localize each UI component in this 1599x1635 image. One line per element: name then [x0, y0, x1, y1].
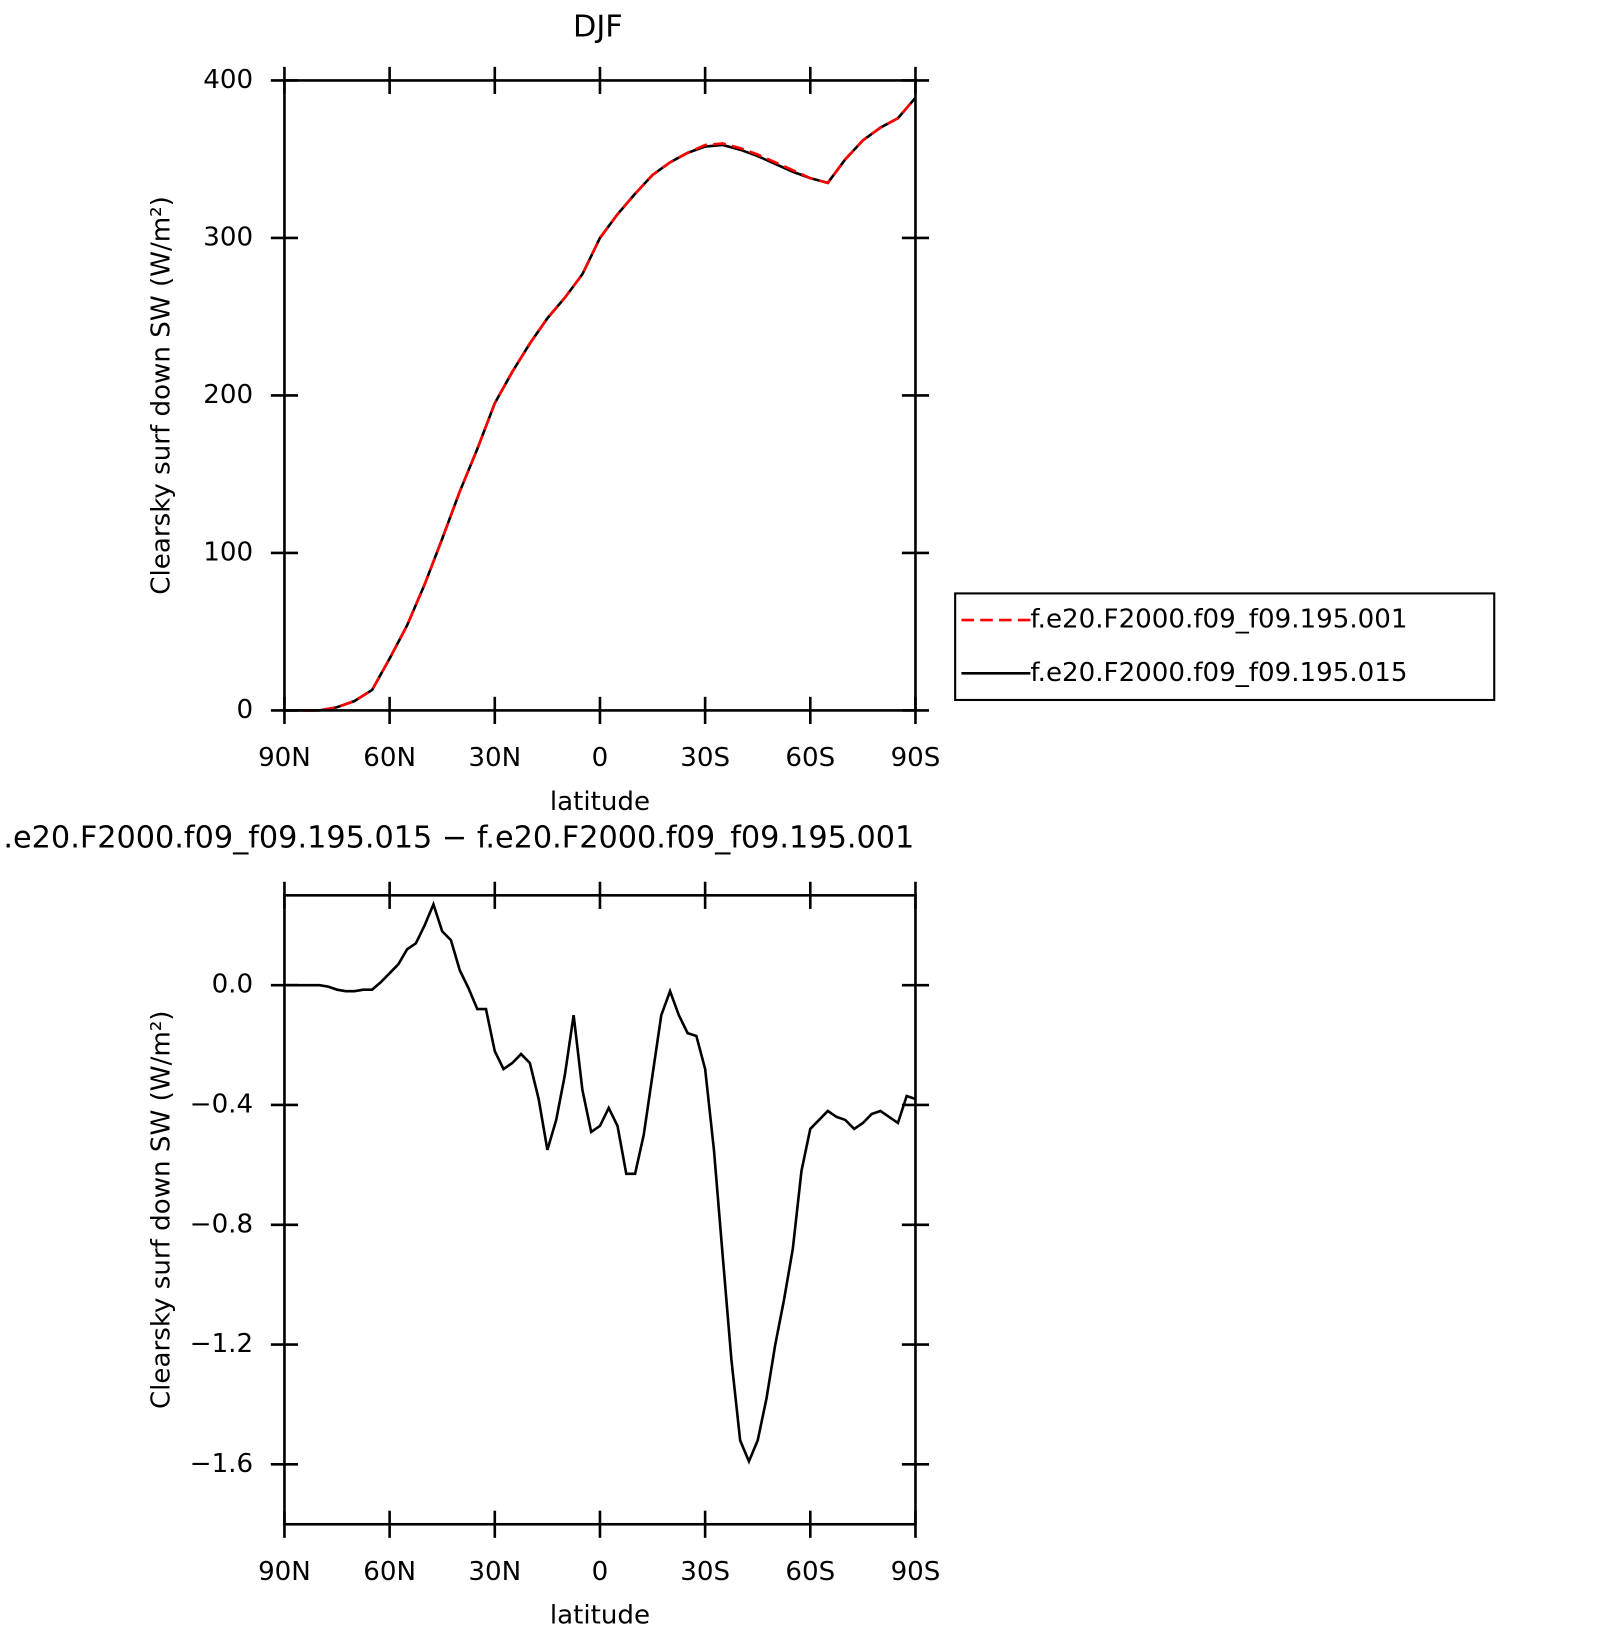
- x-tick-label: 90N: [258, 743, 311, 773]
- x-tick-label: 30N: [468, 743, 521, 773]
- x-tick-label: 30S: [680, 1557, 730, 1587]
- x-tick-label: 30N: [468, 1557, 521, 1587]
- chart-title: DJF: [573, 10, 623, 45]
- data-line: [284, 96, 917, 712]
- x-tick-label: 0: [592, 743, 609, 773]
- y-tick-label: −1.6: [190, 1449, 253, 1479]
- plot-frame: [283, 79, 917, 712]
- y-tick-label: 400: [203, 65, 253, 95]
- x-tick-label: 60N: [363, 1557, 416, 1587]
- x-tick-label: 90S: [891, 743, 941, 773]
- plot-frame: [283, 894, 917, 1526]
- y-axis-label: Clearsky surf down SW (W/m²): [147, 196, 177, 595]
- x-tick-label: 0: [592, 1557, 609, 1587]
- y-tick-label: −0.4: [190, 1089, 253, 1119]
- x-tick-label: 60S: [785, 743, 835, 773]
- y-tick-label: 0.0: [212, 970, 254, 1000]
- x-tick-label: 90N: [258, 1557, 311, 1587]
- x-tick-label: 60N: [363, 743, 416, 773]
- chart-title: .e20.F2000.f09_f09.195.015 − f.e20.F2000…: [3, 820, 914, 855]
- x-axis-label: latitude: [550, 787, 650, 817]
- x-tick-label: 30S: [680, 743, 730, 773]
- x-tick-label: 90S: [891, 1557, 941, 1587]
- y-tick-label: −0.8: [190, 1209, 253, 1239]
- y-tick-label: 300: [203, 222, 253, 252]
- x-tick-label: 60S: [785, 1557, 835, 1587]
- y-tick-label: −1.2: [190, 1329, 253, 1359]
- data-line: [284, 900, 916, 1465]
- legend-box: [954, 592, 1496, 702]
- legend-label: f.e20.F2000.f09_f09.195.015: [1030, 658, 1407, 688]
- y-tick-label: 0: [236, 695, 253, 725]
- legend-label: f.e20.F2000.f09_f09.195.001: [1030, 605, 1407, 635]
- data-line: [284, 96, 917, 712]
- x-axis-label: latitude: [550, 1601, 650, 1631]
- y-axis-label: Clearsky surf down SW (W/m²): [147, 1011, 177, 1410]
- y-tick-label: 100: [203, 537, 253, 567]
- y-tick-label: 200: [203, 380, 253, 410]
